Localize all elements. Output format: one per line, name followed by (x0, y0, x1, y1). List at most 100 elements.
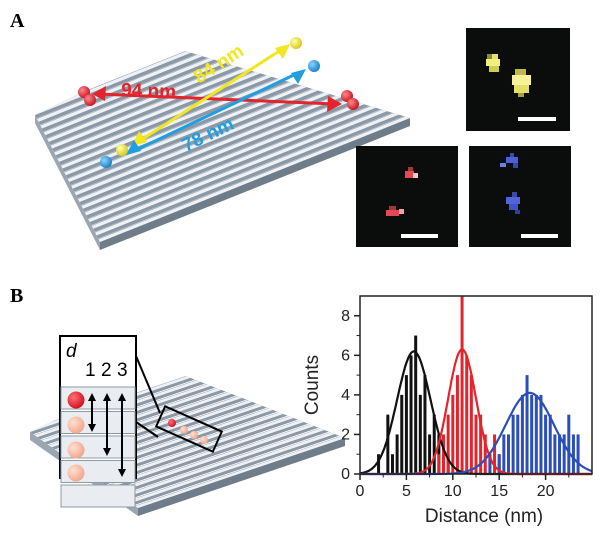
histogram-bar (414, 335, 418, 474)
histogram-bar (418, 394, 422, 474)
histogram-bar (562, 434, 566, 474)
pink-particle (180, 426, 188, 434)
pink-particle (200, 436, 208, 444)
blue-particle (308, 60, 320, 72)
histogram-bar (404, 375, 408, 474)
groove-highlight (35, 48, 410, 184)
scale-bar (401, 234, 438, 238)
histogram-bar (483, 434, 487, 474)
histogram-bar (428, 434, 432, 474)
micrograph-blue (469, 146, 571, 247)
nanoparticles (78, 37, 359, 168)
histogram-bar (465, 355, 469, 474)
red-distance-label: 94 nm (121, 80, 177, 103)
y-tick-label: 0 (341, 466, 350, 483)
panel-a-letter: A (10, 10, 25, 32)
groove-highlight (99, 370, 345, 508)
histogram-bar (539, 394, 543, 474)
histogram-bar (479, 414, 483, 474)
pink-particle (190, 431, 198, 439)
histogram-bar (520, 394, 524, 474)
histogram-bar (423, 375, 427, 474)
blue-arrowhead-right (291, 69, 306, 84)
y-axis-title: Counts (302, 355, 323, 415)
groove-highlight (58, 76, 410, 242)
histogram-bar (493, 434, 497, 474)
groove-highlight (55, 69, 410, 242)
histogram-bar (377, 454, 381, 474)
histogram-bar (576, 434, 580, 474)
red-particle (84, 94, 96, 106)
histogram-bar (558, 434, 562, 474)
x-tick-label: 15 (490, 483, 508, 500)
histogram-bar (511, 414, 515, 474)
x-tick-label: 20 (537, 483, 555, 500)
scale-bar (521, 234, 558, 238)
histogram-bar (390, 454, 394, 474)
panel-b-letter: B (10, 285, 24, 307)
histogram-bar (474, 414, 478, 474)
yellow-particle (116, 144, 128, 156)
histogram-bar (469, 375, 473, 474)
y-tick-label: 8 (341, 308, 350, 325)
histogram-bar (455, 375, 459, 474)
red-particle (347, 98, 359, 110)
groove-highlight (35, 48, 410, 190)
groove-highlight (35, 48, 410, 130)
histogram-bar (432, 414, 436, 474)
histogram-bar (451, 394, 455, 474)
histogram-bar (386, 414, 390, 474)
x-tick-label: 10 (444, 483, 462, 500)
inset-box: d 1 2 3 (59, 335, 137, 508)
red-particle (67, 391, 85, 409)
zoom-connector (135, 421, 159, 438)
blue-arrowhead-left (126, 140, 141, 155)
zoom-region (135, 355, 224, 453)
micrograph-yellow (466, 28, 570, 131)
histogram-bar (534, 394, 538, 474)
distance-arrow-1 (88, 393, 96, 432)
histogram-bar (460, 296, 464, 474)
yellow-arrowhead-right (275, 44, 290, 59)
x-axis-title: Distance (nm) (425, 506, 543, 527)
yellow-arrowhead-left (132, 131, 147, 146)
groove-highlight (35, 48, 410, 157)
groove-highlight (92, 368, 345, 508)
histogram-bar (525, 375, 529, 474)
histogram-bar (442, 434, 446, 474)
y-tick-label: 6 (341, 347, 350, 364)
pink-particle (67, 464, 85, 482)
histogram-bar (502, 434, 506, 474)
y-tick-label: 4 (341, 387, 350, 404)
histogram-bar (395, 434, 399, 474)
histogram-bar (497, 454, 501, 474)
histogram-bar (567, 414, 571, 474)
pink-particle (67, 416, 85, 434)
red-particle (168, 419, 176, 427)
groove-highlight (35, 48, 410, 177)
groove-highlight (78, 368, 345, 506)
yellow-particle (290, 37, 302, 49)
histogram-bar (530, 394, 534, 474)
blue-arrow (131, 70, 301, 154)
distance-arrow-2 (103, 393, 111, 456)
scale-bar (518, 117, 556, 121)
groove-highlight (62, 82, 410, 242)
histogram-bar (548, 414, 552, 474)
inset-groove (60, 484, 136, 508)
y-tick-label: 2 (341, 426, 350, 443)
histogram-bar (553, 434, 557, 474)
micrograph-red (356, 146, 458, 247)
x-tick-label: 0 (356, 483, 365, 500)
pink-particle (67, 441, 85, 459)
histogram-bar (488, 454, 492, 474)
zoom-connector (135, 355, 161, 414)
distance-arrows (92, 44, 342, 155)
histogram-bar (400, 394, 404, 474)
histogram-bar (571, 434, 575, 474)
red-arrowhead-left (92, 86, 106, 101)
groove-highlight (35, 48, 410, 164)
histogram-bar (409, 355, 413, 474)
blue-particle (100, 156, 112, 168)
